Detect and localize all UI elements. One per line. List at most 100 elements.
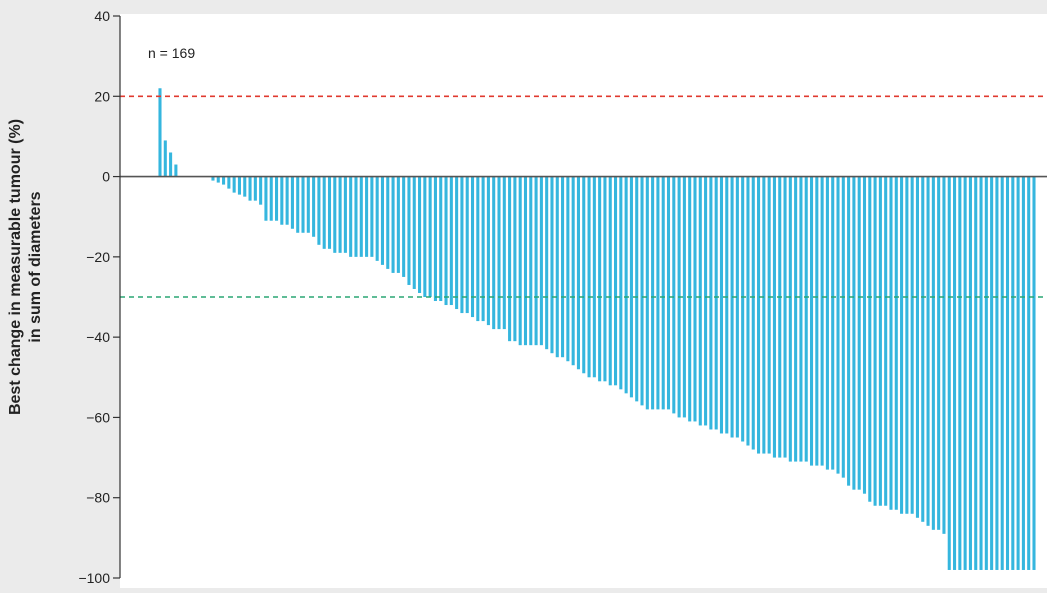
bar (518, 176, 522, 346)
bar (709, 176, 713, 430)
bar (799, 176, 803, 462)
bar (370, 176, 374, 257)
bar (391, 176, 395, 273)
bar (285, 176, 289, 225)
bar (1000, 176, 1004, 570)
bar (216, 176, 220, 183)
bar (873, 176, 877, 506)
y-tick-label: 40 (94, 8, 110, 24)
bar (460, 176, 464, 314)
bar (449, 176, 453, 306)
bar (428, 176, 432, 297)
bar (439, 176, 443, 302)
bar (412, 176, 416, 289)
bar (169, 152, 173, 177)
y-axis: 40 20 0 −20 −40 −60 −80 −100 (78, 8, 121, 586)
bar (222, 176, 226, 185)
bar (921, 176, 925, 522)
bar (306, 176, 310, 233)
bar (174, 164, 178, 177)
y-tick-label: 20 (94, 88, 110, 104)
bar (931, 176, 935, 530)
bar (910, 176, 914, 514)
bar (645, 176, 649, 410)
bar (746, 176, 750, 446)
bar (672, 176, 676, 414)
bar (820, 176, 824, 466)
bar (296, 176, 300, 233)
reference-lines-group (120, 95, 1047, 298)
bar (984, 176, 988, 570)
bar (878, 176, 882, 506)
bar (317, 176, 321, 245)
bar (380, 176, 385, 265)
bar (1016, 176, 1020, 570)
bar (476, 176, 480, 322)
bar (841, 176, 845, 478)
bar (979, 176, 983, 570)
bar (502, 176, 506, 330)
bar (513, 176, 517, 342)
bar (349, 176, 353, 257)
bar (831, 176, 835, 470)
bar (730, 176, 734, 438)
bar (688, 176, 692, 422)
bar (725, 176, 729, 434)
y-tick-label: −20 (86, 249, 110, 265)
bar (963, 176, 967, 570)
bar (666, 176, 671, 410)
bars-group (158, 88, 1036, 570)
y-axis-label-line1: Best change in measurable tumour (%) (7, 119, 24, 415)
bar (767, 176, 771, 454)
bar (1027, 176, 1031, 570)
bar (741, 176, 745, 442)
bar (852, 176, 856, 490)
bar (947, 176, 951, 570)
bar (847, 176, 851, 486)
bar (237, 176, 241, 195)
bar (926, 176, 930, 526)
bar (582, 176, 586, 374)
bar (1005, 176, 1010, 570)
bar (825, 176, 829, 470)
bar (735, 176, 739, 438)
bar (312, 176, 316, 237)
sample-size-annotation: n = 169 (148, 45, 195, 61)
bar (301, 176, 305, 233)
bar (719, 176, 724, 434)
bar (629, 176, 633, 398)
bar (619, 176, 623, 390)
bar (243, 176, 247, 197)
bar (794, 176, 798, 462)
bar (884, 176, 888, 506)
bar (894, 176, 898, 510)
bar (444, 176, 448, 306)
bar (804, 176, 808, 462)
bar (889, 176, 893, 510)
bar (259, 176, 263, 205)
bar (571, 176, 575, 366)
bar (1032, 176, 1036, 570)
bar (900, 176, 904, 514)
bar (354, 176, 358, 257)
bar (788, 176, 792, 462)
bar (576, 176, 580, 370)
bar (407, 176, 411, 285)
bar (958, 176, 962, 570)
bar (995, 176, 999, 570)
bar (338, 176, 342, 253)
bar (915, 176, 919, 518)
bar (862, 176, 867, 494)
bar (465, 176, 469, 314)
bar (1021, 176, 1025, 570)
bar (942, 176, 946, 534)
bar (539, 176, 543, 346)
bar (232, 176, 236, 193)
bar (953, 176, 957, 570)
bar (280, 176, 284, 225)
bar (714, 176, 718, 430)
bar (433, 176, 437, 302)
bar (529, 176, 533, 346)
y-tick-label: −60 (86, 409, 110, 425)
